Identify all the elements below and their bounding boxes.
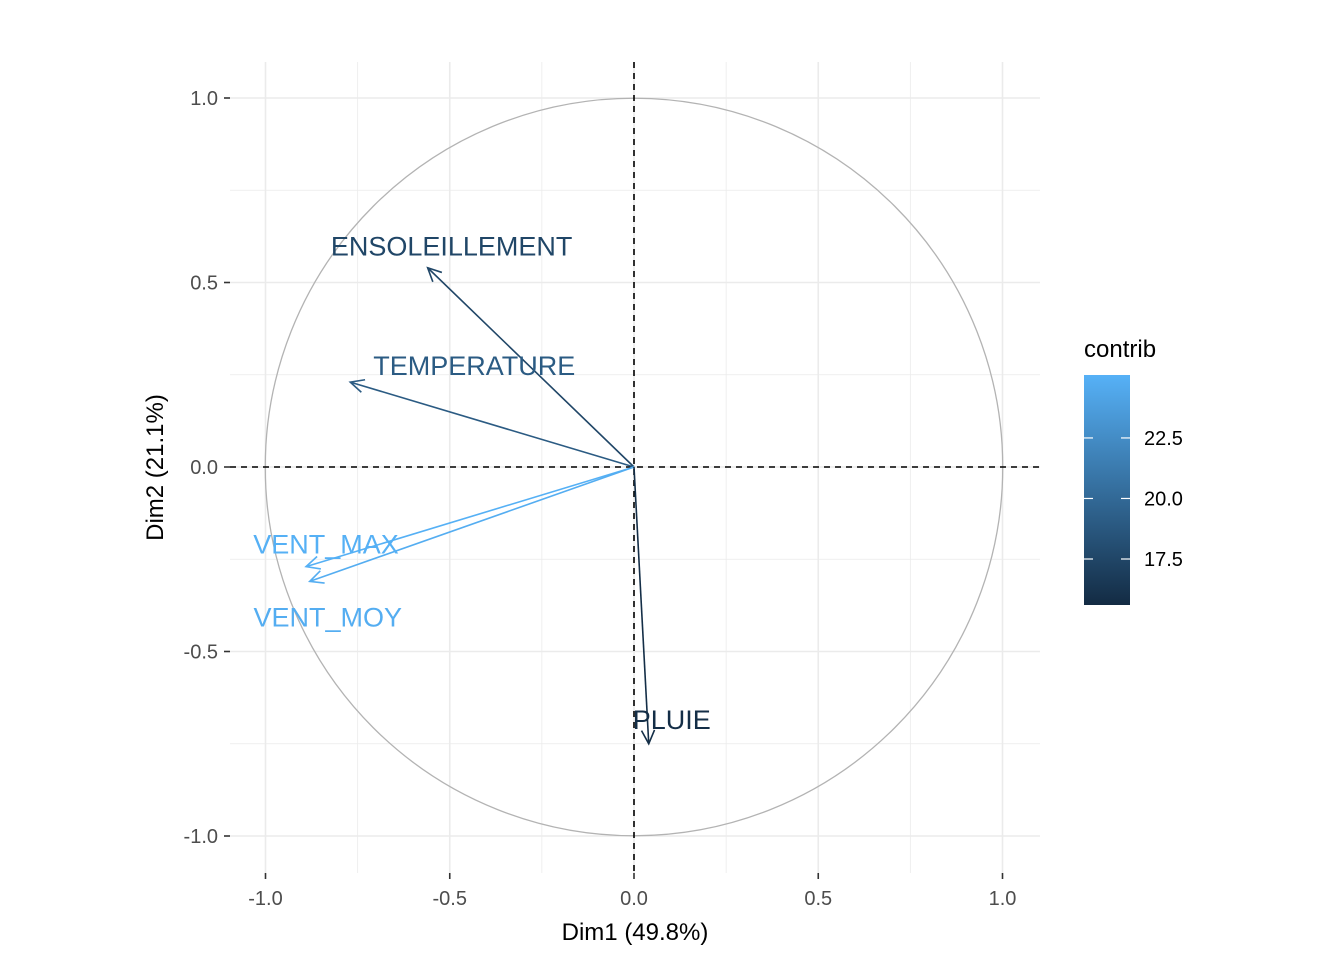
- legend-colorbar: [1084, 375, 1130, 605]
- x-tick-label: 0.5: [804, 888, 832, 910]
- legend-tick-label: 20.0: [1144, 488, 1183, 510]
- variable-arrows: [304, 266, 656, 746]
- arrow-ensoleillement: [427, 267, 635, 468]
- legend-title: contrib: [1084, 336, 1156, 363]
- legend-tick-label: 17.5: [1144, 549, 1183, 571]
- x-axis-title: Dim1 (49.8%): [562, 919, 709, 946]
- label-ensoleillement: ENSOLEILLEMENT: [331, 232, 573, 262]
- legend-tick-label: 22.5: [1144, 428, 1183, 450]
- x-axis: -1.0 -0.5 0.0 0.5 1.0: [248, 873, 1016, 910]
- y-tick-label: -1.0: [184, 826, 218, 848]
- x-tick-label: 0.0: [620, 888, 648, 910]
- label-vent-max: VENT_MAX: [253, 530, 399, 560]
- label-pluie: PLUIE: [633, 705, 711, 735]
- arrow-vent-max: [305, 466, 635, 568]
- y-tick-label: 0.0: [190, 457, 218, 479]
- x-tick-label: -0.5: [433, 888, 467, 910]
- arrowhead-pluie: [640, 729, 656, 746]
- arrowhead-vent-moy: [307, 570, 325, 584]
- arrow-vent-moy: [309, 466, 635, 583]
- y-tick-label: -0.5: [184, 642, 218, 664]
- contrib-legend: contrib 17.5 20.0 22.5: [1084, 336, 1183, 605]
- label-vent-moy: VENT_MOY: [253, 602, 402, 632]
- label-temperature: TEMPERATURE: [373, 351, 575, 381]
- arrowhead-vent-max: [304, 555, 321, 570]
- y-axis: -1.0 -0.5 0.0 0.5 1.0: [184, 88, 230, 848]
- y-tick-label: 1.0: [190, 88, 218, 110]
- y-tick-label: 0.5: [190, 273, 218, 295]
- legend-ticks: 17.5 20.0 22.5: [1084, 428, 1183, 571]
- arrow-temperature: [350, 381, 635, 468]
- variable-labels: ENSOLEILLEMENT TEMPERATURE VENT_MAX VENT_MO…: [253, 232, 711, 735]
- x-tick-label: 1.0: [989, 888, 1017, 910]
- arrow-pluie: [633, 466, 650, 744]
- y-axis-title: Dim2 (21.1%): [142, 394, 169, 541]
- arrowhead-ensoleillement: [426, 266, 443, 283]
- reference-lines: [230, 62, 1040, 873]
- arrowhead-temperature: [348, 378, 366, 393]
- x-tick-label: -1.0: [248, 888, 282, 910]
